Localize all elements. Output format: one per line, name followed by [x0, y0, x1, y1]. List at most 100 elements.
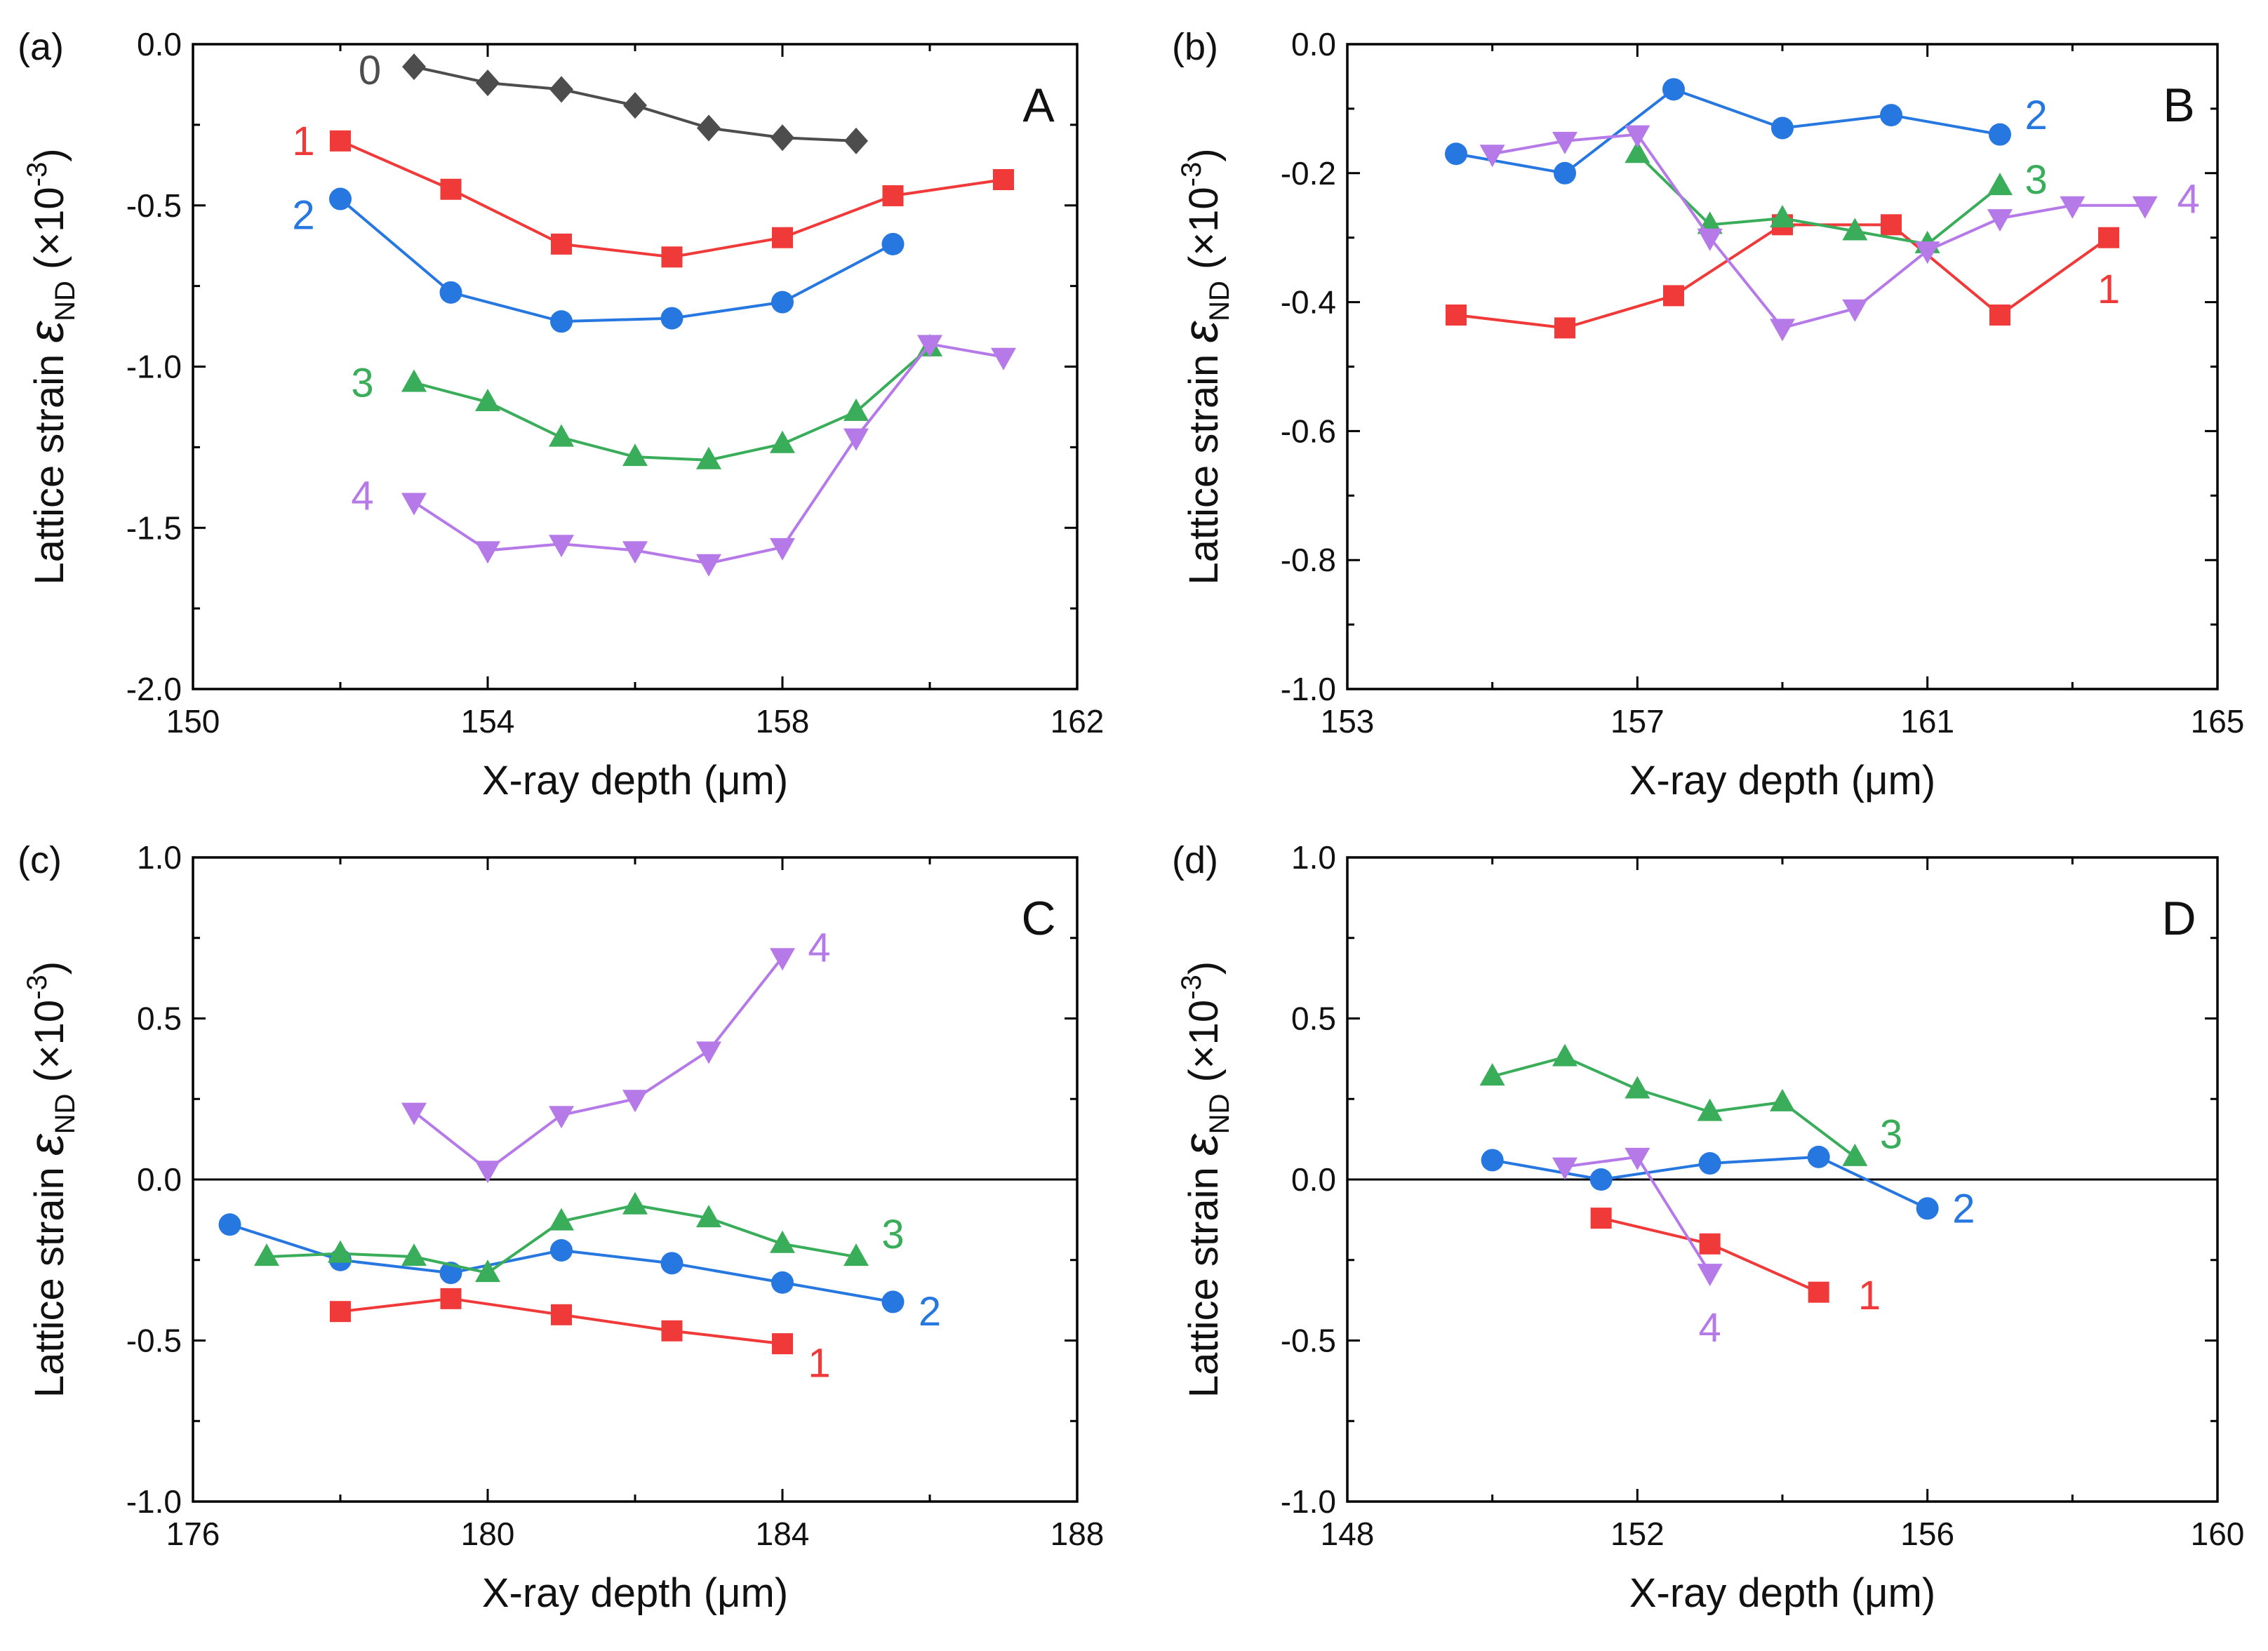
data-point: [1625, 1076, 1650, 1099]
panel-d: 148 152 156 160 -1.0 -0.5 0.0 0.5 1.0 1 2 3 4 D (d) X-r…: [1172, 839, 2244, 1616]
series-line: [413, 346, 931, 462]
y-label-subscript: ND: [1204, 1094, 1235, 1135]
data-point: [1880, 104, 1902, 127]
data-point: [1916, 1197, 1939, 1220]
data-point: [843, 398, 869, 421]
data-point: [696, 446, 721, 469]
series-4: 4: [401, 925, 831, 1184]
data-point: [401, 1102, 427, 1125]
series-line: [340, 140, 1004, 259]
y-tick-label: -0.5: [126, 187, 182, 224]
plot-frame: [1346, 856, 2219, 1503]
y-tick-label: -0.2: [1281, 155, 1336, 192]
series-label: 2: [2025, 93, 2048, 138]
series-label: 2: [1952, 1186, 1975, 1231]
series-label: 1: [808, 1341, 830, 1386]
data-point: [1479, 1063, 1505, 1086]
data-point: [770, 430, 795, 453]
y-tick-label: 0.0: [1291, 1161, 1336, 1198]
y-label-exponent: -3: [1176, 162, 1207, 187]
data-point: [917, 335, 942, 358]
data-point: [1808, 1281, 1829, 1303]
data-point: [330, 1301, 351, 1323]
data-point: [1914, 241, 1940, 265]
series-4: 4: [1479, 125, 2200, 342]
series-label: 3: [881, 1212, 904, 1257]
y-tick-label: 1.0: [137, 839, 182, 876]
y-tick-label: -0.6: [1281, 413, 1336, 449]
y-label-symbol: ε: [19, 321, 74, 343]
data-point: [696, 554, 721, 577]
y-tick-label: -0.4: [1281, 284, 1336, 321]
x-tick-label: 158: [756, 703, 810, 740]
x-tick-label: 160: [2191, 1516, 2245, 1552]
data-point: [772, 227, 793, 248]
y-tick-label: -0.5: [126, 1323, 182, 1359]
data-point: [881, 1290, 905, 1314]
x-tick-label: 161: [1900, 703, 1954, 740]
data-point: [661, 1320, 683, 1342]
series-line: [413, 956, 784, 1172]
data-point: [770, 1230, 795, 1253]
panel-title: B: [2163, 79, 2194, 132]
y-label-exponent: -3: [22, 162, 53, 187]
data-point: [1625, 125, 1650, 148]
y-label-symbol: ε: [1173, 1133, 1228, 1156]
data-point: [254, 1243, 279, 1266]
y-tick-label: -1.0: [1281, 1483, 1336, 1520]
y-axis-label: Lattice strain εND (×10-3): [1173, 148, 1235, 584]
data-point: [1770, 205, 1795, 228]
y-tick-label: 0.5: [1291, 1001, 1336, 1037]
panel-title: D: [2161, 892, 2196, 945]
x-tick-label: 148: [1321, 1516, 1375, 1552]
data-point: [623, 92, 647, 119]
x-tick-label: 157: [1610, 703, 1665, 740]
data-point: [2098, 227, 2119, 248]
data-point: [1590, 1208, 1612, 1229]
data-point: [1770, 319, 1795, 342]
y-label-exponent: -3: [1176, 975, 1207, 1000]
data-point: [550, 310, 573, 333]
series-1: 1: [1590, 1208, 1881, 1318]
data-point: [1697, 1098, 1723, 1121]
series-label: 4: [351, 473, 373, 519]
data-point: [549, 424, 574, 447]
plot-frame: [192, 856, 1079, 1503]
data-point: [2060, 196, 2086, 219]
data-point: [1771, 116, 1794, 140]
data-point: [1842, 218, 1868, 241]
y-label-main: Lattice strain: [1181, 343, 1227, 585]
data-point: [622, 1090, 648, 1113]
series-line: [1455, 88, 2001, 175]
series-3: 3: [1625, 140, 2048, 253]
data-point: [843, 1243, 869, 1266]
data-point: [328, 1240, 353, 1263]
y-axis-label: Lattice strain εND (×10-3): [19, 961, 81, 1398]
data-point: [622, 1191, 648, 1215]
data-point: [440, 178, 462, 200]
panel-label: (a): [18, 26, 64, 68]
x-axis-label: X-ray depth (μm): [1629, 1570, 1935, 1616]
data-point: [402, 53, 426, 81]
data-point: [882, 185, 904, 206]
y-axis-label: Lattice strain εND (×10-3): [1173, 961, 1235, 1398]
data-point: [991, 347, 1016, 370]
data-point: [549, 1106, 574, 1129]
data-point: [1589, 1168, 1613, 1191]
data-point: [696, 1041, 721, 1064]
series-line: [1492, 1055, 1856, 1158]
panel-label: (d): [1172, 839, 1218, 881]
series-3: 3: [254, 1191, 905, 1283]
series-4: 4: [1552, 1147, 1723, 1351]
x-axis-label: X-ray depth (μm): [1629, 758, 1935, 803]
data-point: [660, 1252, 683, 1275]
data-point: [439, 281, 462, 304]
data-point: [440, 1288, 462, 1309]
data-point: [770, 948, 795, 971]
data-point: [1989, 304, 2010, 326]
x-tick-label: 176: [166, 1516, 220, 1552]
x-tick-label: 153: [1321, 703, 1375, 740]
data-point: [475, 389, 500, 412]
data-point: [1552, 1157, 1577, 1180]
data-point: [401, 493, 427, 516]
